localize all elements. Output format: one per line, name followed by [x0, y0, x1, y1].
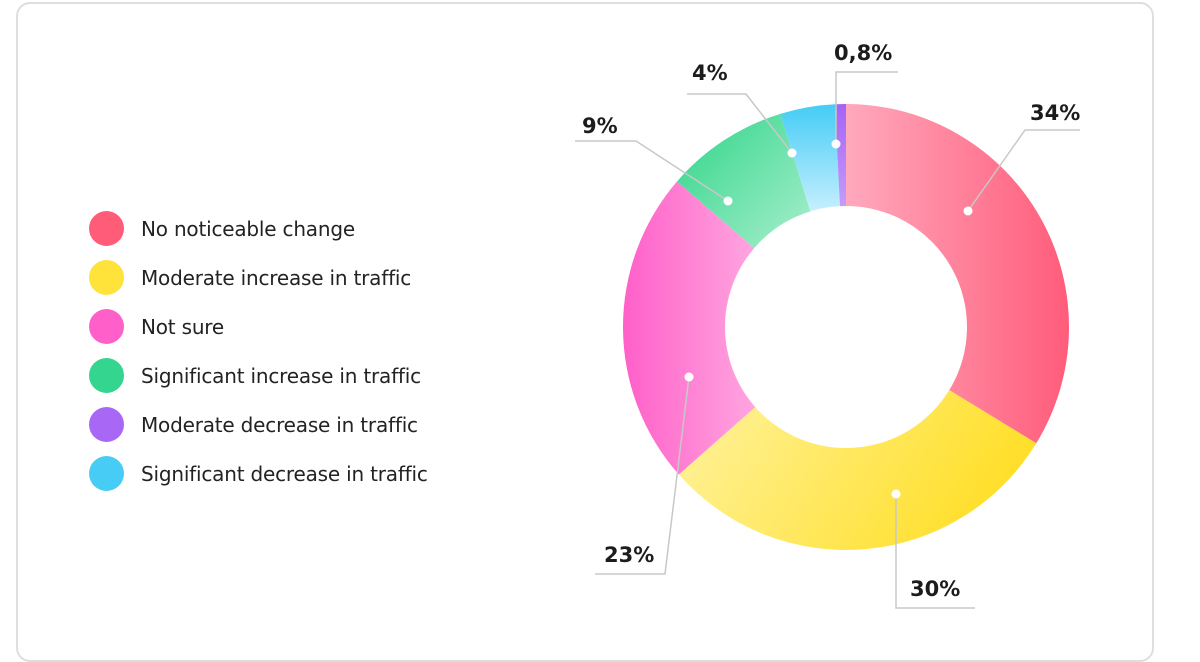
- legend-label: Moderate decrease in traffic: [141, 412, 418, 437]
- legend-item-significant-increase: Significant increase in traffic: [89, 351, 428, 400]
- legend-swatch-purple: [89, 407, 124, 442]
- label-4: 4%: [692, 61, 728, 85]
- legend-item-no-change: No noticeable change: [89, 204, 428, 253]
- legend-swatch-blue: [89, 456, 124, 491]
- chart-card: [16, 2, 1154, 662]
- legend-swatch-yellow: [89, 260, 124, 295]
- legend-label: Moderate increase in traffic: [141, 265, 412, 290]
- label-34: 34%: [1030, 101, 1080, 125]
- slice-moderate-decrease: [834, 104, 846, 207]
- legend-label: Significant increase in traffic: [141, 363, 421, 388]
- leader-lines: [575, 71, 1080, 609]
- chart-legend: No noticeable change Moderate increase i…: [89, 204, 428, 498]
- legend-label: Not sure: [141, 314, 224, 339]
- donut-chart: 34% 30% 23% 9% 4% 0,8%: [575, 41, 1080, 609]
- label-23: 23%: [604, 543, 654, 567]
- slice-significant-decrease: [780, 104, 840, 212]
- legend-item-moderate-increase: Moderate increase in traffic: [89, 253, 428, 302]
- legend-label: Significant decrease in traffic: [141, 461, 428, 486]
- slice-not-sure: [622, 181, 756, 475]
- label-9: 9%: [582, 114, 618, 138]
- legend-item-significant-decrease: Significant decrease in traffic: [89, 449, 428, 498]
- slice-moderate-increase: [678, 390, 1037, 550]
- legend-label: No noticeable change: [141, 216, 355, 241]
- legend-swatch-green: [89, 358, 124, 393]
- label-30: 30%: [910, 577, 960, 601]
- slice-markers: [684, 139, 973, 499]
- legend-item-not-sure: Not sure: [89, 302, 428, 351]
- legend-swatch-red: [89, 211, 124, 246]
- legend-item-moderate-decrease: Moderate decrease in traffic: [89, 400, 428, 449]
- donut-slices: [622, 104, 1069, 550]
- label-0-8: 0,8%: [834, 41, 892, 65]
- slice-significant-increase: [676, 113, 811, 249]
- slice-no-change: [846, 104, 1069, 444]
- legend-swatch-pink: [89, 309, 124, 344]
